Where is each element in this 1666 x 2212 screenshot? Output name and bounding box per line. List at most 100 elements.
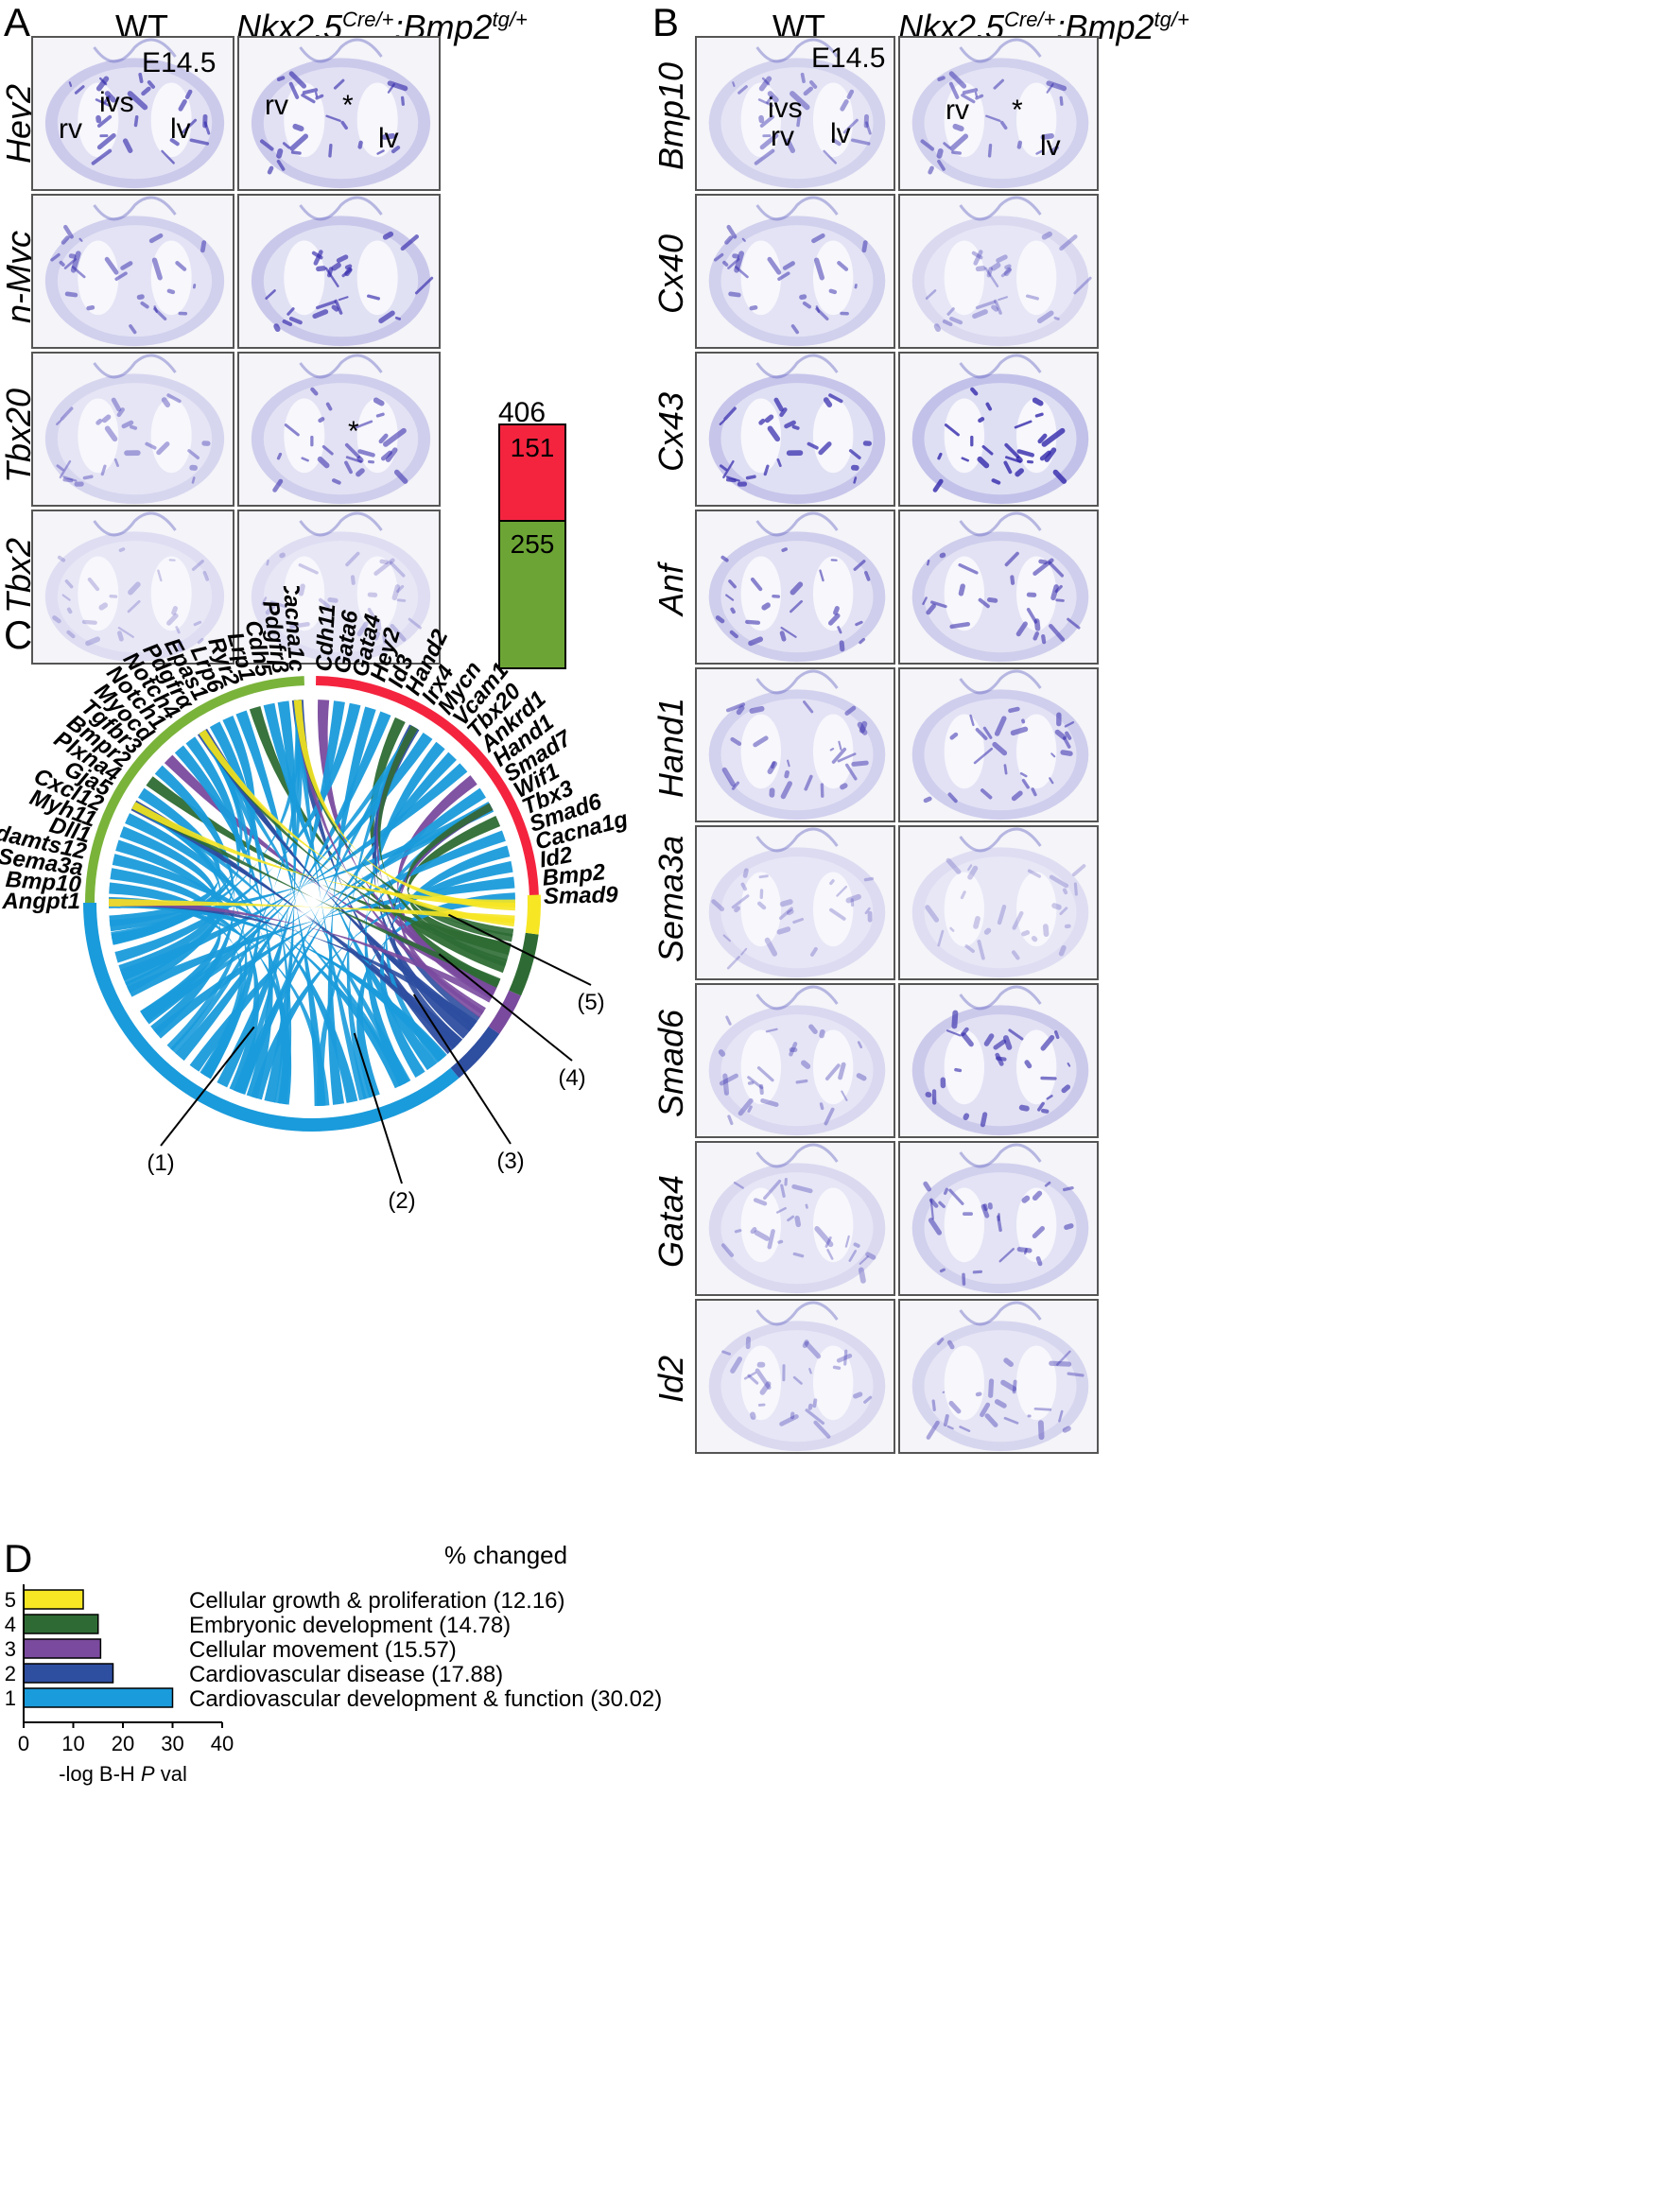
chord-link [109,898,515,924]
chord-link [131,802,501,986]
red-gene-arc [316,676,539,907]
bar-category-5 [23,1589,84,1610]
chord-link [119,763,468,980]
panel-b-stage: E14.5 [811,43,886,74]
stacked-bar-down: 255 [498,520,566,669]
panel-a-label-rv-wt: rv [59,113,82,145]
x-axis-label-post: val [155,1762,187,1786]
chord-link [235,710,326,1106]
callout-1: (1) [147,1150,174,1176]
chord-link [408,815,512,955]
gene-label-smad9: Smad9 [544,882,619,909]
gene-label-id2: Id2 [537,842,575,873]
annotation-3: Cellular movement (15.57) [189,1637,457,1663]
chord-link [217,700,345,1088]
panel-a-label-ivs-wt: ivs [99,87,134,118]
panel-b-label-rv-mut: rv [946,95,969,126]
callout-line [438,953,573,1062]
panel-b-row-cx43: Cx43 [651,391,690,473]
annotation-5: Cellular growth & proliferation (12.16) [189,1588,565,1614]
x-tick-label: 10 [61,1732,84,1755]
panel-letter-a: A [4,0,31,44]
bar-category-4 [23,1614,99,1634]
bar-label-5: 5 [5,1588,16,1612]
chord-link [263,702,437,1071]
x-tick-label: 20 [112,1732,134,1755]
panel-b-label-lv-wt: lv [830,118,851,149]
callout-line [448,913,592,986]
gridA-r2-mutant [237,352,441,507]
chord-link [356,892,515,1098]
gridA-r3-mutant [237,510,441,665]
gridB-r0-wt [695,36,895,191]
chord-link [237,725,418,1096]
x-tick-label: 40 [211,1732,234,1755]
pathway-bar-chart: 5 Cellular growth & proliferation (12.16)… [5,1584,662,1786]
panel-a-star-hey2: * [342,90,354,121]
bar-label-4: 4 [5,1613,16,1636]
chord-link [200,721,262,1080]
stacked-bar-up: 151 [498,423,566,522]
panel-b-label-ivs-wt: ivs [768,93,803,124]
panel-letter-b: B [652,0,680,44]
gridB-r2-wt [695,352,895,507]
gene-label-angpt1: Angpt1 [1,889,80,914]
annotation-4: Embryonic development (14.78) [189,1613,511,1638]
chord-link [111,715,255,945]
panel-a-label-lv-mut: lv [378,123,399,154]
chord-link [142,732,433,1025]
mutant-sup1-a: Cre/+ [342,8,394,31]
bar-label-1: 1 [5,1686,16,1710]
gridB-r1-wt [695,194,895,349]
category-5-arc [525,894,541,935]
gene-label-bmp2: Bmp2 [541,859,607,891]
callout-line [160,1026,255,1147]
gridB-r3-wt [695,510,895,665]
green-gene-arc [85,676,304,911]
callout-line [412,994,512,1145]
x-tick-label: 30 [161,1732,183,1755]
chord-link [175,711,391,1062]
gridB-r4-wt [695,667,895,822]
bar-category-2 [23,1663,114,1684]
pct-changed-header: % changed [444,1541,568,1569]
category-4-arc [509,932,539,996]
gene-label-bmp10: Bmp10 [5,867,82,898]
panel-a-stage: E14.5 [142,47,217,78]
x-axis-label: -log B-H P val [59,1762,187,1786]
gridB-r3-mutant [898,510,1099,665]
gridB-r1-mutant [898,194,1099,349]
bar-category-3 [23,1638,102,1659]
panel-b-label-lv-mut: lv [1040,130,1061,162]
panel-a-label-rv-mut: rv [265,90,288,121]
panel-b-star-bmp10: * [1012,95,1023,126]
bar-category-1 [23,1687,174,1708]
x-tick-label: 0 [18,1732,29,1755]
gridB-r5-wt [695,825,895,980]
bar-label-2: 2 [5,1662,16,1685]
panel-b-label-rv-wt: rv [771,121,794,152]
mutant-sup2-a: tg/+ [492,8,528,31]
gridA-r0-mutant [237,36,441,191]
x-axis-label-pre: -log B-H [59,1762,141,1786]
gridB-r7-wt [695,1141,895,1296]
gridA-r0-wt [31,36,234,191]
gridA-r2-wt [31,352,234,507]
category-2-arc [450,1026,500,1079]
annotation-2: Cardiovascular disease (17.88) [189,1662,503,1687]
chord-diagram: Angpt1Bmp10Sema3aAdamts12Dll1Myh11Cxcl12… [0,586,631,1214]
panel-b-col-mutant: Nkx2.5Cre/+;Bmp2tg/+ [898,8,1189,47]
category-1-arc [83,902,460,1132]
panel-a-star-tbx20: * [348,416,359,447]
gridB-r6-wt [695,983,895,1138]
gridB-r2-mutant [898,352,1099,507]
gridB-r7-mutant [898,1141,1099,1296]
chord-link [197,728,477,1032]
panel-b-row-bmp10: Bmp10 [651,61,690,171]
gridB-r4-mutant [898,667,1099,822]
mutant-sup1-b: Cre/+ [1004,8,1056,31]
callout-4: (4) [558,1065,585,1091]
gridA-r1-wt [31,194,234,349]
bar-label-3: 3 [5,1637,16,1661]
stacked-bar-down-count: 255 [510,529,555,559]
